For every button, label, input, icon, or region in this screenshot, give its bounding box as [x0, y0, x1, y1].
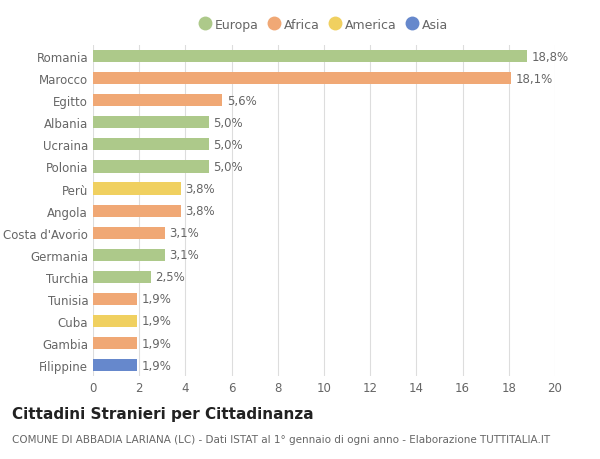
Bar [93, 359, 137, 371]
Text: 5,0%: 5,0% [213, 117, 243, 129]
Bar [93, 161, 209, 173]
Bar [93, 183, 181, 195]
Bar [93, 227, 164, 239]
Bar [93, 51, 527, 63]
Text: Cittadini Stranieri per Cittadinanza: Cittadini Stranieri per Cittadinanza [12, 406, 314, 421]
Text: 3,1%: 3,1% [169, 227, 199, 240]
Text: 5,0%: 5,0% [213, 161, 243, 174]
Bar [93, 249, 164, 261]
Bar [93, 337, 137, 349]
Text: 3,8%: 3,8% [185, 183, 215, 196]
Bar [93, 271, 151, 283]
Bar [93, 117, 209, 129]
Bar [93, 293, 137, 305]
Bar [93, 315, 137, 327]
Text: 3,1%: 3,1% [169, 249, 199, 262]
Bar [93, 139, 209, 151]
Text: 1,9%: 1,9% [142, 359, 172, 372]
Bar [93, 205, 181, 217]
Bar [93, 73, 511, 85]
Text: 5,0%: 5,0% [213, 139, 243, 151]
Text: 1,9%: 1,9% [142, 293, 172, 306]
Text: 18,8%: 18,8% [532, 50, 569, 63]
Text: COMUNE DI ABBADIA LARIANA (LC) - Dati ISTAT al 1° gennaio di ogni anno - Elabora: COMUNE DI ABBADIA LARIANA (LC) - Dati IS… [12, 434, 550, 444]
Text: 1,9%: 1,9% [142, 315, 172, 328]
Text: 3,8%: 3,8% [185, 205, 215, 218]
Text: 18,1%: 18,1% [516, 73, 553, 85]
Bar [93, 95, 223, 107]
Text: 5,6%: 5,6% [227, 95, 257, 107]
Legend: Europa, Africa, America, Asia: Europa, Africa, America, Asia [195, 14, 453, 37]
Text: 1,9%: 1,9% [142, 337, 172, 350]
Text: 2,5%: 2,5% [155, 271, 185, 284]
